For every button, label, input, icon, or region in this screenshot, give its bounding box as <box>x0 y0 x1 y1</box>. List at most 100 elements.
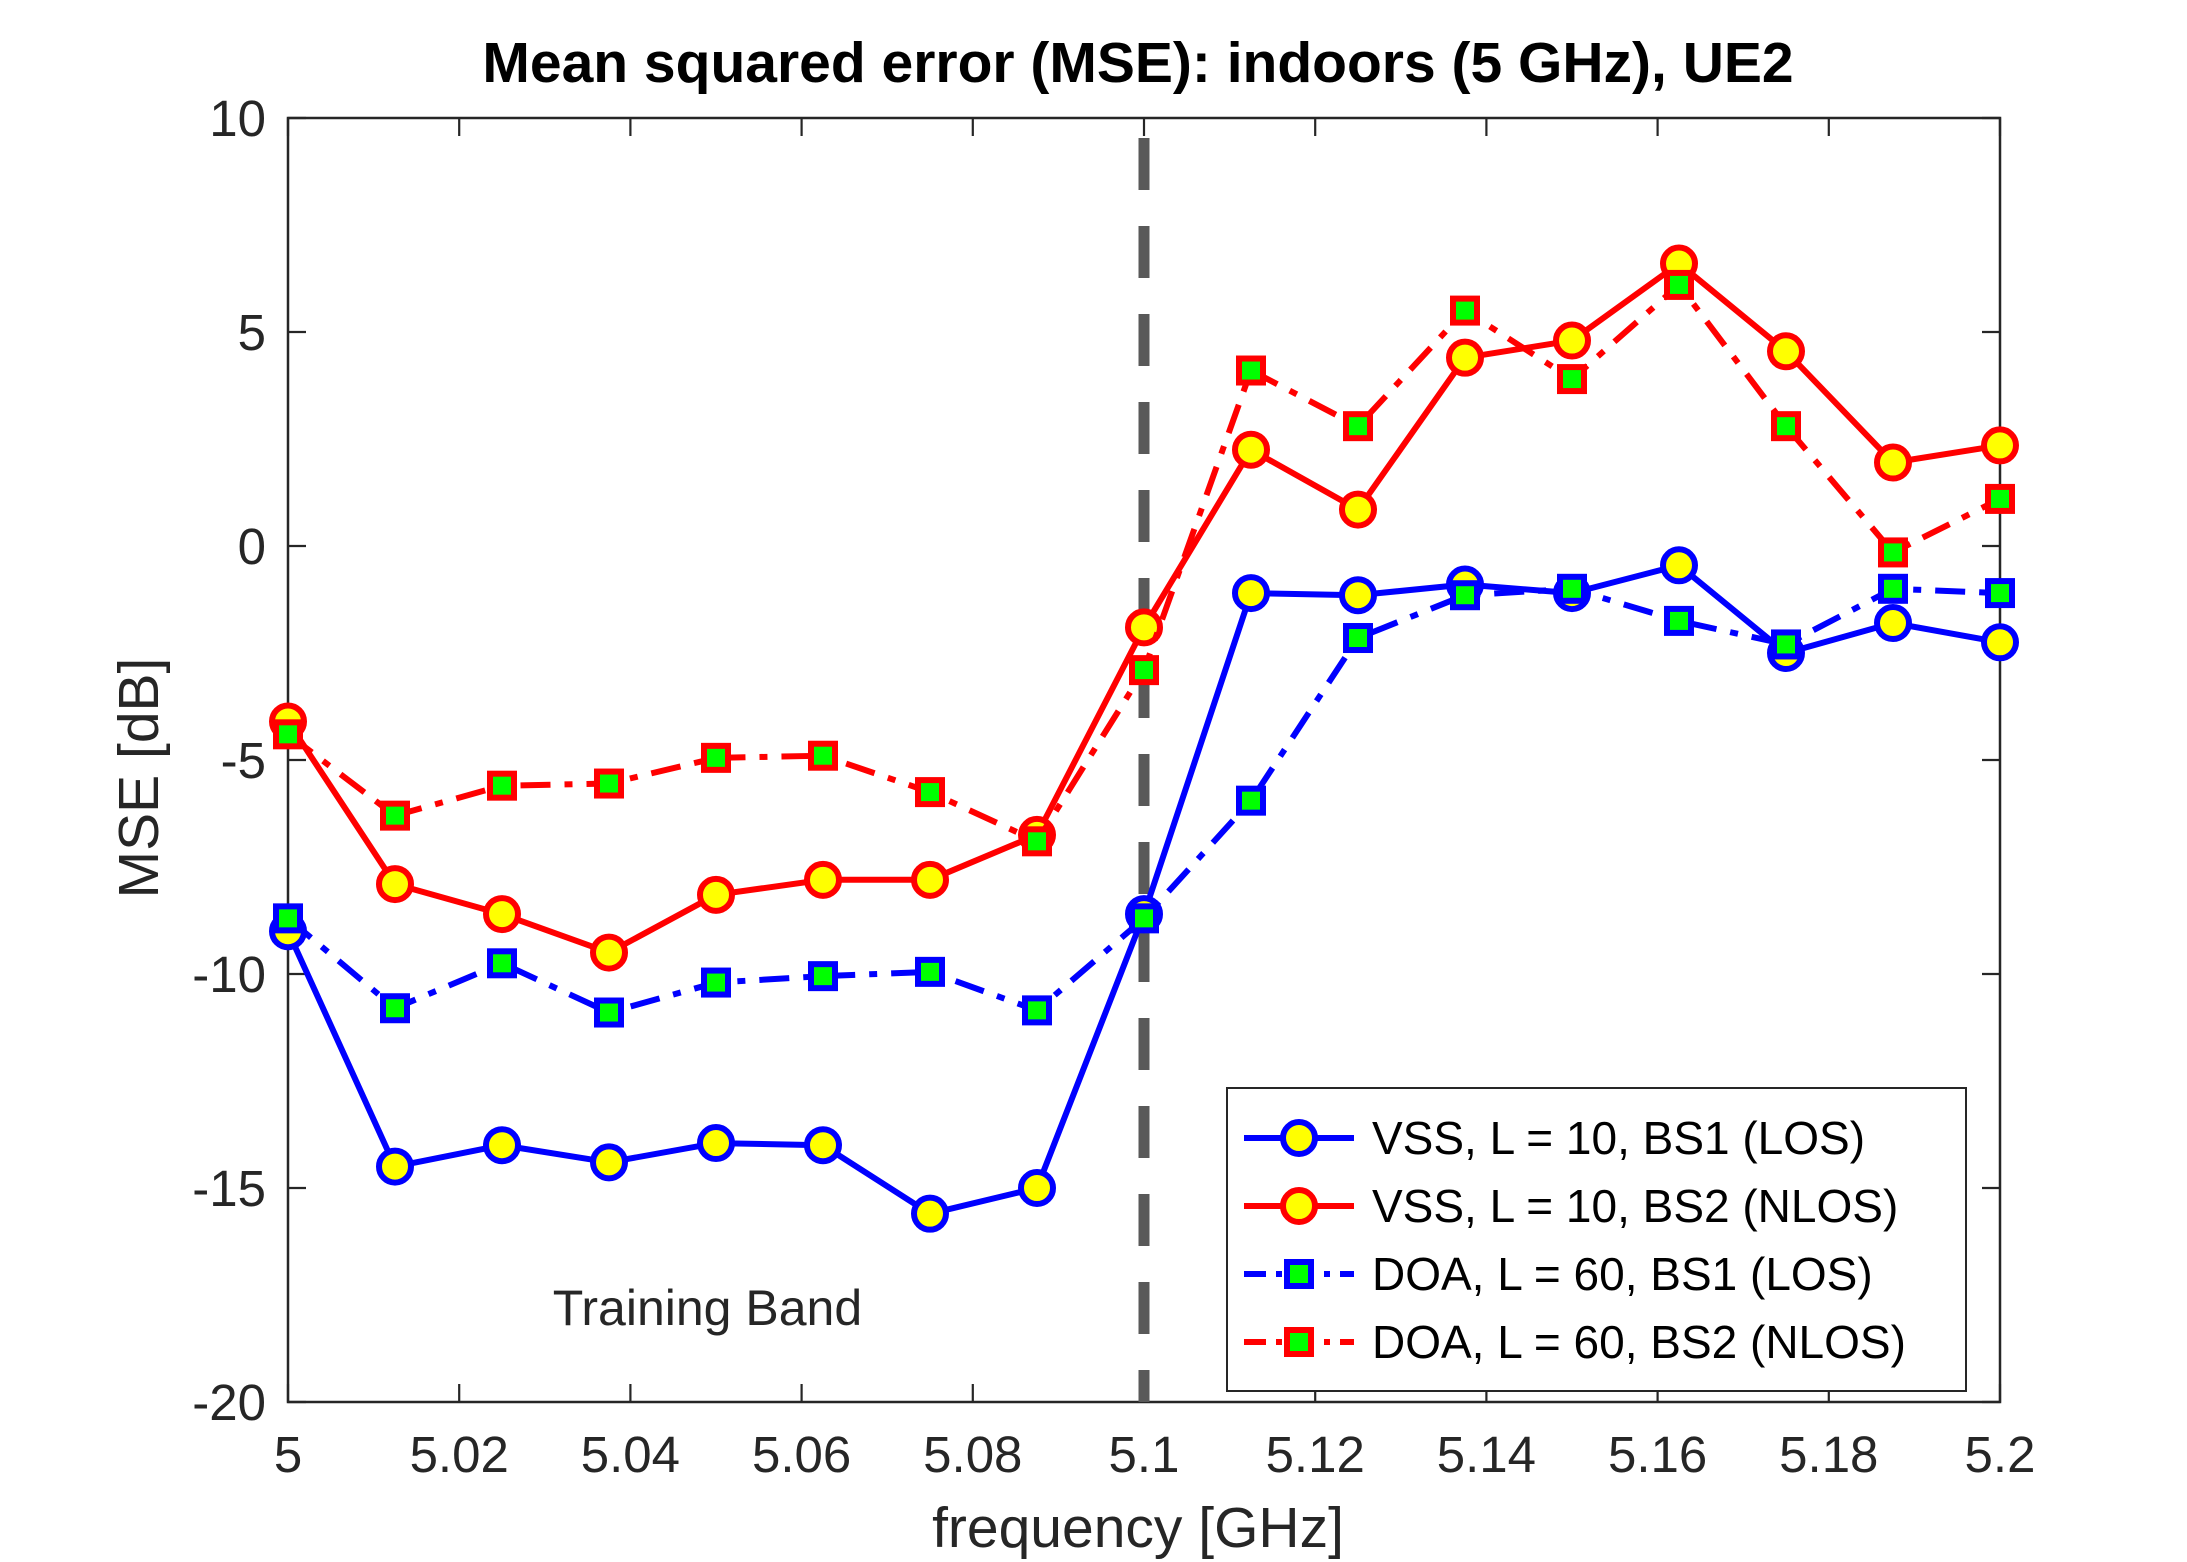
data-point <box>1343 623 1373 654</box>
data-point <box>1664 605 1694 636</box>
legend-entry: DOA, L = 60, BS1 (LOS) <box>1244 1248 1873 1300</box>
x-tick-label: 5.14 <box>1437 1426 1536 1483</box>
legend-marker-swatch <box>1284 1327 1314 1357</box>
data-point <box>1022 826 1052 857</box>
legend-entries: VSS, L = 10, BS1 (LOS) VSS, L = 10, BS2 (… <box>1244 1112 1906 1368</box>
data-point <box>1450 580 1480 611</box>
legend-marker-swatch <box>1280 1119 1318 1157</box>
data-point <box>697 1124 735 1163</box>
data-point <box>1450 295 1480 326</box>
data-point <box>697 875 735 914</box>
legend-label: VSS, L = 10, BS2 (NLOS) <box>1372 1180 1898 1232</box>
data-point <box>1236 785 1266 816</box>
legend-entry: VSS, L = 10, BS1 (LOS) <box>1244 1112 1865 1164</box>
data-point <box>701 967 731 998</box>
data-point <box>594 768 624 799</box>
data-point <box>808 961 838 992</box>
data-point <box>273 719 303 750</box>
data-point <box>701 742 731 773</box>
data-point <box>804 860 842 899</box>
data-point <box>1553 321 1591 360</box>
data-point <box>911 1194 949 1233</box>
data-point <box>594 997 624 1028</box>
data-point <box>915 956 945 987</box>
y-tick-label: -15 <box>192 1160 266 1217</box>
data-point <box>1022 995 1052 1026</box>
data-point <box>376 1147 414 1186</box>
data-point <box>1878 537 1908 568</box>
data-point <box>273 903 303 934</box>
data-point <box>1018 1169 1056 1207</box>
data-point <box>1874 604 1912 643</box>
legend-marker-swatch <box>1284 1259 1314 1289</box>
data-point <box>1981 426 2019 465</box>
data-point <box>380 993 410 1024</box>
legend-entry: VSS, L = 10, BS2 (NLOS) <box>1244 1180 1898 1232</box>
x-tick-label: 5.1 <box>1109 1426 1180 1483</box>
x-tick-labels: 5 5.02 5.04 5.06 5.08 5.1 5.12 5.14 5.16 5.18 5.2 <box>274 1426 2036 1483</box>
data-point <box>483 1126 521 1165</box>
chart-title: Mean squared error (MSE): indoors (5 GHz… <box>482 31 1793 95</box>
series-layer <box>269 244 2019 1233</box>
data-point <box>915 777 945 808</box>
data-point <box>590 1143 628 1182</box>
data-point <box>1874 443 1912 482</box>
data-point <box>1236 355 1266 386</box>
y-tick-label: 10 <box>209 90 266 147</box>
data-point <box>1557 364 1587 395</box>
x-tick-label: 5.06 <box>752 1426 851 1483</box>
legend-marker-swatch <box>1280 1187 1318 1225</box>
y-tick-label: 5 <box>238 304 266 361</box>
data-point <box>1981 623 2019 662</box>
legend-label: DOA, L = 60, BS2 (NLOS) <box>1372 1316 1906 1368</box>
data-point <box>1664 269 1694 300</box>
y-tick-label: 0 <box>238 518 266 575</box>
data-point <box>808 740 838 771</box>
data-point <box>1129 655 1159 686</box>
y-axis-label: MSE [dB] <box>107 658 171 899</box>
data-point <box>1771 629 1801 660</box>
data-point <box>1232 430 1270 469</box>
series-3 <box>273 573 2015 1028</box>
x-tick-label: 5.04 <box>581 1426 680 1483</box>
legend-label: VSS, L = 10, BS1 (LOS) <box>1372 1112 1865 1164</box>
x-tick-label: 5.16 <box>1608 1426 1707 1483</box>
data-point <box>1232 574 1270 613</box>
legend: VSS, L = 10, BS1 (LOS) VSS, L = 10, BS2 (… <box>1226 1087 1967 1392</box>
data-point <box>1660 546 1698 585</box>
data-point <box>1985 483 2015 514</box>
data-point <box>376 865 414 904</box>
data-point <box>804 1126 842 1165</box>
data-point <box>1771 411 1801 442</box>
data-point <box>1339 576 1377 615</box>
data-point <box>1343 411 1373 442</box>
data-point <box>1985 578 2015 609</box>
data-point <box>1125 608 1163 647</box>
plot-area: Training Band <box>269 116 2019 1404</box>
training-band-label: Training Band <box>553 1280 862 1336</box>
data-point <box>1339 490 1377 529</box>
x-tick-label: 5 <box>274 1426 302 1483</box>
y-tick-label: -5 <box>221 732 266 789</box>
annotation-layer: Training Band <box>553 1280 862 1336</box>
data-point <box>1767 332 1805 371</box>
data-point <box>380 800 410 831</box>
data-point <box>1878 573 1908 604</box>
x-tick-label: 5.08 <box>923 1426 1022 1483</box>
y-tick-label: -10 <box>192 946 266 1003</box>
legend-entry: DOA, L = 60, BS2 (NLOS) <box>1244 1316 1906 1368</box>
data-point <box>487 770 517 801</box>
legend-label: DOA, L = 60, BS1 (LOS) <box>1372 1248 1873 1300</box>
data-point <box>1557 573 1587 604</box>
x-tick-label: 5.02 <box>410 1426 509 1483</box>
y-tick-labels: 10 5 0 -5 -10 -15 -20 <box>192 90 266 1431</box>
data-point <box>1129 903 1159 934</box>
data-point <box>590 933 628 972</box>
x-tick-label: 5.2 <box>1965 1426 2036 1483</box>
data-point <box>483 895 521 934</box>
data-point <box>1446 338 1484 377</box>
x-axis-label: frequency [GHz] <box>932 1496 1344 1560</box>
y-tick-label: -20 <box>192 1374 266 1431</box>
data-point <box>487 948 517 979</box>
